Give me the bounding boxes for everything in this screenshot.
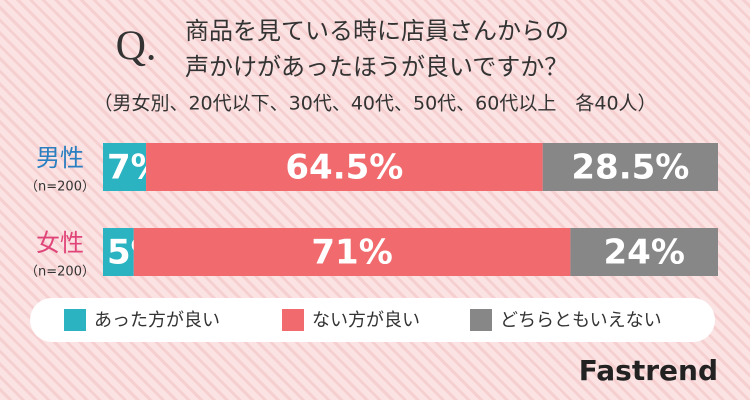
brand: Fastrend	[579, 354, 718, 387]
bar-segment	[103, 228, 134, 276]
category-label: 男性	[36, 144, 84, 172]
bar-segment	[133, 228, 571, 276]
bar-segment	[570, 228, 718, 276]
question-mark: Q.	[116, 24, 157, 70]
legend-label: ない方が良い	[312, 310, 420, 331]
value-label: 28.5%	[571, 148, 689, 188]
value-label: 71%	[311, 233, 392, 273]
category-label: 女性	[36, 229, 84, 257]
chart-title: 商品を見ている時に店員さんからの	[185, 17, 569, 45]
legend-swatch	[282, 309, 304, 331]
legend-swatch	[470, 309, 492, 331]
category-note: （n=200）	[25, 265, 95, 280]
legend-label: どちらともいえない	[500, 310, 662, 331]
chart-subtitle: （男女別、20代以下、30代、40代、50代、60代以上 各40人）	[93, 93, 656, 115]
bar-segment	[542, 143, 718, 191]
legend-swatch	[64, 309, 86, 331]
bar-segment	[103, 143, 147, 191]
value-label: 64.5%	[285, 148, 403, 188]
legend-label: あった方が良い	[94, 310, 220, 331]
category-note: （n=200）	[25, 180, 95, 195]
value-label: 24%	[604, 233, 685, 273]
bar-segment	[146, 143, 543, 191]
chart-title: 声かけがあったほうが良いですか？	[185, 53, 568, 81]
legend-box	[30, 298, 715, 342]
